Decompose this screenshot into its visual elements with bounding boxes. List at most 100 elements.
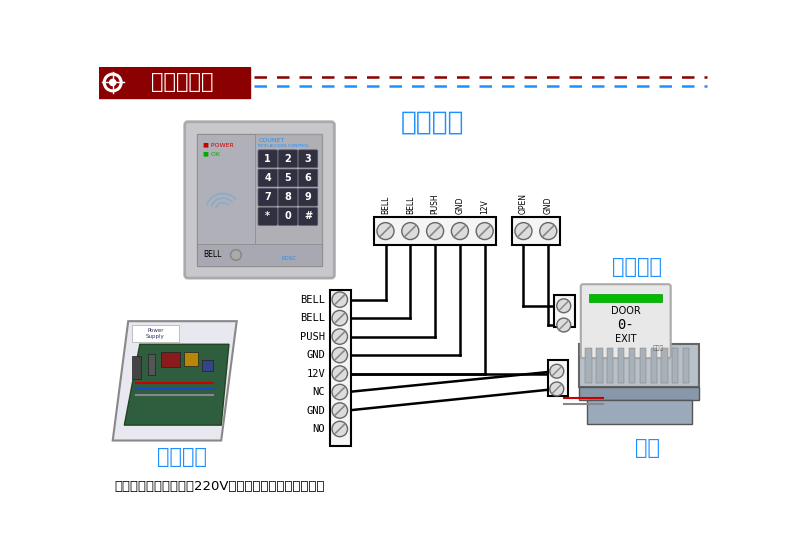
Text: 注：电源控制器需接入220V，其他配件可用网络线连接: 注：电源控制器需接入220V，其他配件可用网络线连接 [115,480,325,493]
Bar [132,325,179,342]
Circle shape [332,366,348,381]
Bar [608,348,613,383]
Text: 12V: 12V [307,368,325,378]
Text: 3: 3 [305,154,311,164]
Text: ■ OK: ■ OK [203,151,220,157]
Text: 5: 5 [284,173,292,183]
Bar [148,353,156,375]
Bar [585,348,592,383]
Bar [198,134,322,266]
Text: ■ POWER: ■ POWER [203,143,234,148]
Text: GND: GND [307,405,325,415]
Bar [198,244,322,266]
Bar [579,387,699,400]
Text: 0-: 0- [617,318,634,332]
Text: #: # [304,211,312,221]
Text: KDSC: KDSC [282,255,297,260]
Text: GND: GND [307,350,325,360]
Text: BELL: BELL [406,196,415,214]
Bar [132,356,141,379]
Circle shape [332,421,348,437]
Bar [555,295,574,328]
Text: 0: 0 [284,211,292,221]
Bar [650,348,656,383]
Text: BELL: BELL [204,250,222,259]
FancyBboxPatch shape [258,169,277,187]
Bar [618,348,624,383]
Bar [640,348,646,383]
Text: Power
Supply: Power Supply [146,328,164,339]
Circle shape [540,222,557,240]
FancyBboxPatch shape [185,122,334,278]
Circle shape [232,251,240,259]
Bar [374,217,496,245]
Bar [596,348,603,383]
FancyBboxPatch shape [278,188,298,206]
Bar [548,361,568,396]
Bar [160,352,180,367]
Bar [661,348,668,383]
Text: RFID ACCESS CONTROL: RFID ACCESS CONTROL [258,144,310,148]
Text: EXIT: EXIT [615,334,637,344]
Text: 8: 8 [284,192,292,202]
Bar [201,359,213,371]
Circle shape [476,222,493,240]
Text: 4: 4 [265,173,271,183]
Text: 2: 2 [284,154,292,164]
Circle shape [427,222,444,240]
Text: 乐碗华: 乐碗华 [653,345,664,351]
FancyBboxPatch shape [278,169,298,187]
Circle shape [550,364,564,378]
Circle shape [332,329,348,344]
Bar [589,294,662,302]
Bar [184,352,198,366]
Polygon shape [113,321,237,440]
Circle shape [557,318,570,332]
Circle shape [451,222,468,240]
FancyBboxPatch shape [299,188,318,206]
Text: BELL: BELL [381,196,390,214]
Text: BELL: BELL [300,313,325,323]
Text: *: * [265,211,270,221]
Bar [672,348,679,383]
Bar [587,400,691,424]
Text: NO: NO [313,424,325,434]
Circle shape [107,77,119,89]
Text: COUNET: COUNET [258,138,285,143]
Circle shape [557,299,570,312]
Text: 6: 6 [305,173,311,183]
FancyBboxPatch shape [258,150,277,168]
Text: GND: GND [544,197,553,214]
Text: PUSH: PUSH [300,331,325,342]
Text: 12V: 12V [480,200,489,214]
Text: BELL: BELL [300,295,325,305]
FancyBboxPatch shape [278,207,298,225]
Text: NC: NC [313,387,325,397]
Text: 接线示意图: 接线示意图 [151,73,214,92]
Text: PUSH: PUSH [431,193,439,214]
Circle shape [332,310,348,326]
Circle shape [110,79,116,86]
Circle shape [332,385,348,400]
Bar [683,348,690,383]
FancyBboxPatch shape [299,207,318,225]
Bar [579,344,699,387]
FancyBboxPatch shape [581,284,671,358]
Circle shape [332,292,348,307]
Text: 出门按钮: 出门按钮 [612,257,662,277]
Circle shape [332,347,348,363]
Bar [512,217,560,245]
Bar [198,134,254,266]
Circle shape [332,403,348,418]
Circle shape [402,222,419,240]
Text: 门禁电源: 门禁电源 [157,447,208,467]
Bar [329,290,352,446]
Text: OPEN: OPEN [519,193,528,214]
Text: DOOR: DOOR [611,306,641,316]
FancyBboxPatch shape [299,169,318,187]
Circle shape [377,222,394,240]
Text: 1: 1 [265,154,271,164]
Text: GND: GND [455,197,465,214]
Text: 7: 7 [265,192,271,202]
Text: 9: 9 [305,192,311,202]
